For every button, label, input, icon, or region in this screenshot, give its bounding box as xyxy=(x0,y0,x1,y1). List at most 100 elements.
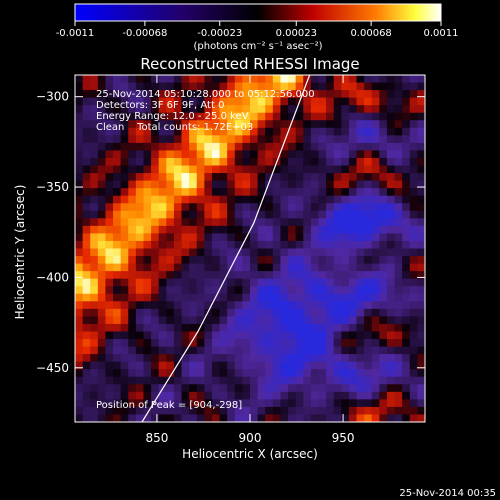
heatmap-cell xyxy=(394,376,403,385)
heatmap-cell xyxy=(204,218,213,227)
solar-limb-line xyxy=(141,75,311,422)
heatmap-cell xyxy=(379,157,388,166)
heatmap-cell xyxy=(250,127,259,136)
heatmap-cell xyxy=(90,354,99,363)
heatmap-cell xyxy=(348,354,357,363)
heatmap-cell xyxy=(409,180,418,189)
heatmap-cell xyxy=(280,120,289,129)
heatmap-cell xyxy=(257,135,266,144)
heatmap-cell xyxy=(143,406,152,415)
heatmap-cell xyxy=(128,278,137,287)
heatmap-cell xyxy=(341,173,350,182)
heatmap-cell xyxy=(326,286,335,295)
heatmap-cell xyxy=(326,293,335,302)
heatmap-cell xyxy=(204,256,213,264)
heatmap-cell xyxy=(113,180,122,189)
heatmap-cell xyxy=(204,278,213,287)
heatmap-cell xyxy=(250,369,259,378)
heatmap-cell xyxy=(265,271,274,280)
heatmap-cell xyxy=(333,316,342,325)
heatmap-cell xyxy=(303,369,312,378)
heatmap-cell xyxy=(326,150,335,159)
heatmap-cell xyxy=(135,120,144,129)
heatmap-cell xyxy=(189,256,198,264)
heatmap-cell xyxy=(158,399,167,408)
heatmap-cell xyxy=(333,127,342,136)
heatmap-cell xyxy=(310,173,319,182)
heatmap-cell xyxy=(189,316,198,325)
heatmap-cell xyxy=(158,210,167,219)
heatmap-cell xyxy=(250,225,259,234)
heatmap-cell xyxy=(402,271,411,280)
heatmap-cell xyxy=(272,399,281,408)
heatmap-cell xyxy=(227,331,236,340)
heatmap-cell xyxy=(250,157,259,166)
heatmap-cell xyxy=(166,301,175,310)
heatmap-cell xyxy=(417,278,425,287)
heatmap-cell xyxy=(379,263,388,272)
heatmap-cell xyxy=(204,331,213,340)
heatmap-cell xyxy=(394,180,403,189)
heatmap-cell xyxy=(166,218,175,227)
heatmap-cell xyxy=(272,120,281,129)
heatmap-cell xyxy=(120,376,129,385)
heatmap-cell xyxy=(379,173,388,182)
heatmap-cell xyxy=(265,82,274,91)
heatmap-cell xyxy=(295,240,304,249)
heatmap-cell xyxy=(158,361,167,370)
heatmap-cell xyxy=(143,127,152,136)
heatmap-cell xyxy=(211,391,220,400)
heatmap-cell xyxy=(234,376,243,385)
heatmap-cell xyxy=(166,308,175,317)
heatmap-cell xyxy=(135,286,144,295)
heatmap-cell xyxy=(371,75,380,83)
heatmap-cell xyxy=(219,97,228,106)
heatmap-cell xyxy=(295,112,304,121)
heatmap-cell xyxy=(97,414,106,422)
heatmap-cell xyxy=(310,369,319,378)
heatmap-cell xyxy=(143,218,152,227)
heatmap-cell xyxy=(326,127,335,136)
heatmap-cell xyxy=(348,112,357,121)
heatmap-cell xyxy=(90,150,99,159)
heatmap-cell xyxy=(341,135,350,144)
heatmap-cell xyxy=(242,414,251,422)
heatmap-cell xyxy=(173,339,182,347)
heatmap-cell xyxy=(402,195,411,204)
heatmap-cell xyxy=(348,157,357,166)
heatmap-cell xyxy=(234,203,243,212)
heatmap-cell xyxy=(402,165,411,174)
heatmap-cell xyxy=(417,90,425,99)
heatmap-cell xyxy=(326,361,335,370)
heatmap-cell xyxy=(90,225,99,234)
heatmap-cell xyxy=(288,188,297,197)
heatmap-cell xyxy=(151,346,160,355)
heatmap-cell xyxy=(371,391,380,400)
heatmap-cell xyxy=(402,361,411,370)
heatmap-cell xyxy=(113,391,122,400)
heatmap-cell xyxy=(333,210,342,219)
heatmap-cell xyxy=(348,240,357,249)
heatmap-cell xyxy=(333,339,342,347)
colorbar-tick-label: -0.00023 xyxy=(197,28,242,39)
heatmap-cell xyxy=(417,256,425,264)
heatmap-cell xyxy=(348,271,357,280)
heatmap-cell xyxy=(97,97,106,106)
heatmap-cell xyxy=(409,301,418,310)
heatmap-cell xyxy=(113,399,122,408)
heatmap-cell xyxy=(97,346,106,355)
heatmap-cell xyxy=(113,127,122,136)
heatmap-cell xyxy=(394,384,403,393)
heatmap-cell xyxy=(333,369,342,378)
heatmap-cell xyxy=(181,173,190,182)
heatmap-cell xyxy=(288,286,297,295)
heatmap-cell xyxy=(82,346,91,355)
heatmap-cell xyxy=(394,293,403,302)
heatmap-cell xyxy=(341,414,350,422)
heatmap-cell xyxy=(135,331,144,340)
heatmap-cell xyxy=(82,75,91,83)
heatmap-cell xyxy=(128,135,137,144)
heatmap-cell xyxy=(166,271,175,280)
heatmap-cell xyxy=(173,361,182,370)
heatmap-cell xyxy=(151,361,160,370)
